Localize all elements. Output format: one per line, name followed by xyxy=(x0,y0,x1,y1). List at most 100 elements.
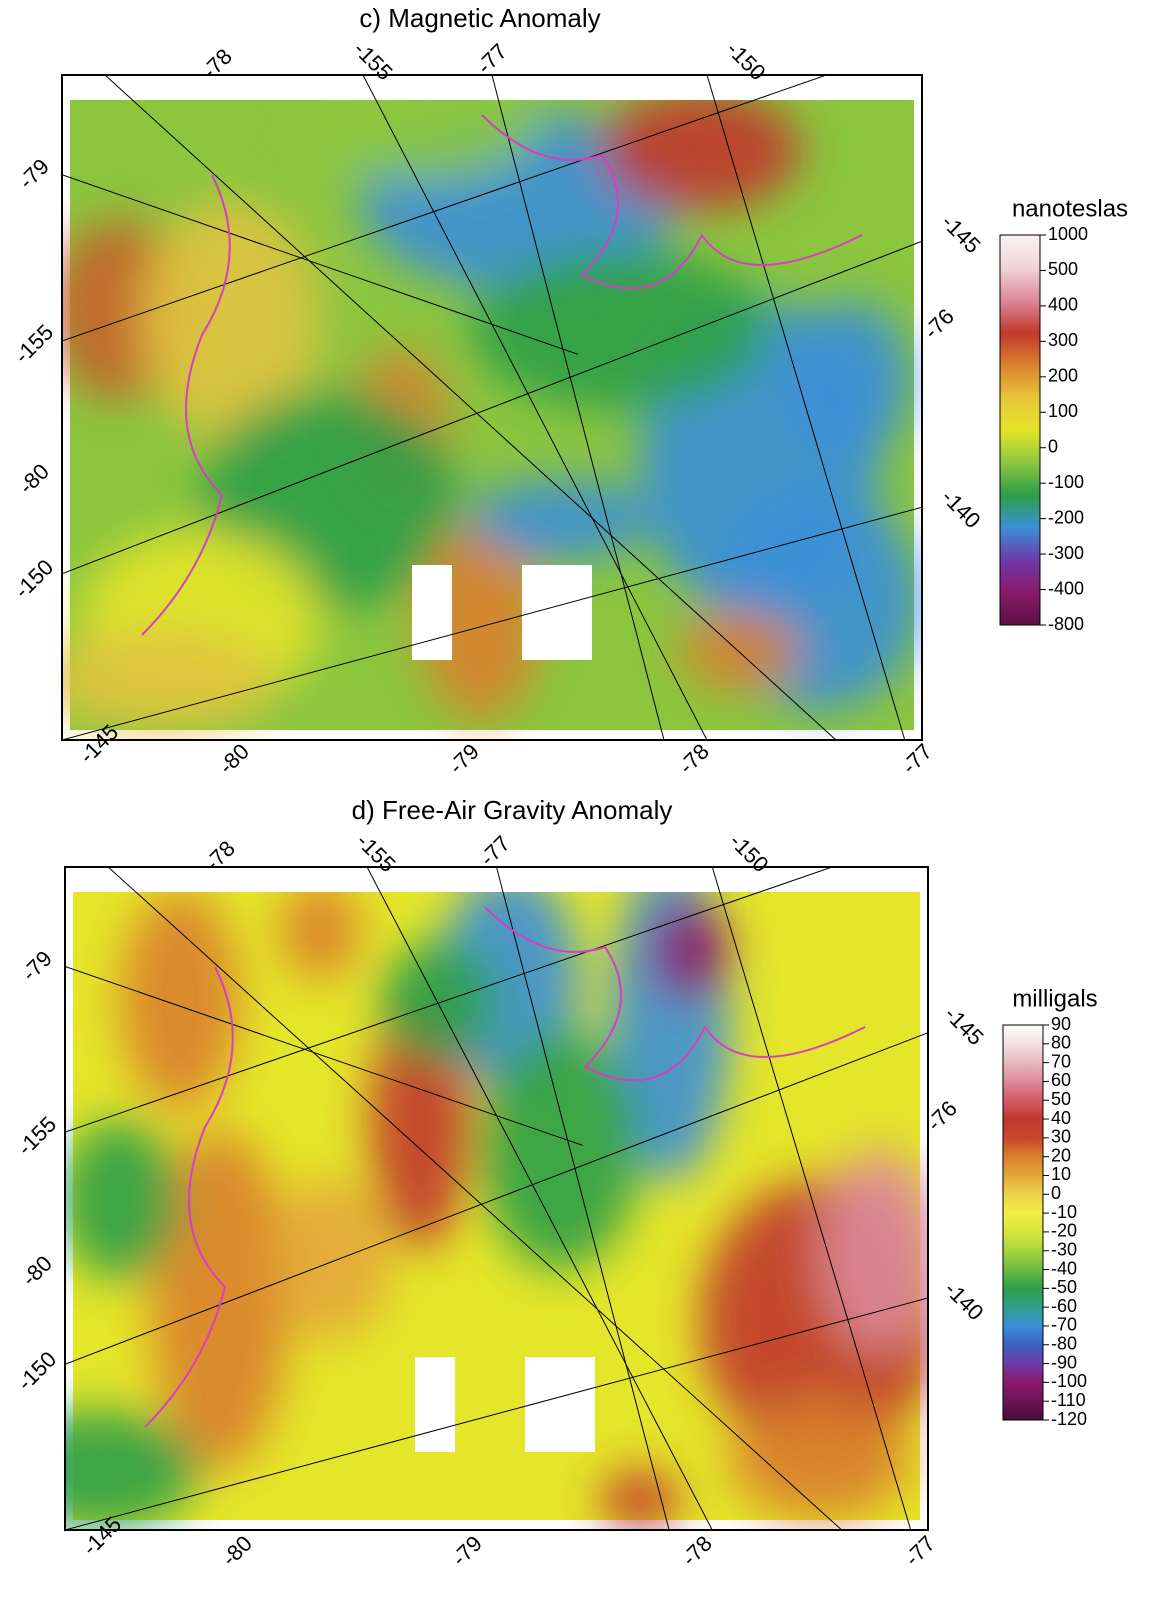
colorbar-tick-label: 40 xyxy=(1051,1108,1071,1128)
colorbar-tick-label: 30 xyxy=(1051,1127,1071,1147)
colorbar-tick-label: 0 xyxy=(1048,436,1058,456)
colorbar-tick-label: -80 xyxy=(1051,1334,1077,1354)
colorbar-tick-label: 1000 xyxy=(1048,224,1088,244)
map-image xyxy=(62,75,922,740)
colorbar-tick-label: -100 xyxy=(1048,472,1084,492)
anomaly-region xyxy=(150,1130,290,1470)
colorbar-tick-label: -200 xyxy=(1048,507,1084,527)
colorbar-tick-label: -300 xyxy=(1048,543,1084,563)
graticule-label: -77 xyxy=(897,739,937,779)
coastline xyxy=(144,906,866,1428)
graticule-label: -140 xyxy=(937,484,986,533)
anomaly-field xyxy=(62,75,920,730)
graticule-line xyxy=(62,506,922,740)
colorbar-label: nanoteslas xyxy=(1012,195,1128,222)
colorbar-tick-label: -10 xyxy=(1051,1202,1077,1222)
data-gap xyxy=(65,867,928,892)
graticule-label: -150 xyxy=(9,554,58,603)
map-frame xyxy=(61,74,923,741)
colorbar-tick-label: 60 xyxy=(1051,1070,1071,1090)
colorbar-tick-label: 0 xyxy=(1051,1183,1061,1203)
colorbar xyxy=(1002,1024,1044,1421)
colorbar-tick-label: 200 xyxy=(1048,366,1078,386)
graticule-line xyxy=(711,867,912,1530)
graticule-label: -145 xyxy=(937,209,986,258)
colorbar-tick-label: -50 xyxy=(1051,1277,1077,1297)
colorbar xyxy=(999,234,1041,626)
anomaly-region xyxy=(600,1470,680,1530)
graticule-label: -155 xyxy=(9,319,58,368)
colorbar-tick-label: 80 xyxy=(1051,1033,1071,1053)
graticule-label: -140 xyxy=(940,1276,989,1325)
colorbar-tick-label: -30 xyxy=(1051,1239,1077,1259)
colorbar-tick-label: -40 xyxy=(1051,1258,1077,1278)
graticule-label: -145 xyxy=(940,1001,989,1050)
anomaly-region xyxy=(480,1030,640,1270)
anomaly-region xyxy=(730,1400,910,1520)
graticule-line xyxy=(496,867,670,1530)
graticule-label: -78 xyxy=(674,739,714,779)
colorbar-tick-label: 90 xyxy=(1051,1014,1071,1034)
graticule-label: -77 xyxy=(900,1531,940,1571)
data-gap xyxy=(415,1357,455,1452)
graticule-line xyxy=(65,965,583,1146)
graticule-label: -78 xyxy=(677,1531,717,1571)
graticule-line xyxy=(62,75,828,342)
anomaly-region xyxy=(470,480,650,560)
graticule-label: -80 xyxy=(217,1531,257,1571)
colorbar-tick-label: -120 xyxy=(1051,1409,1087,1429)
colorbar-tick-label: 70 xyxy=(1051,1051,1071,1071)
graticule-line xyxy=(491,75,665,740)
anomaly-region xyxy=(470,250,770,410)
colorbar-tick-label: 500 xyxy=(1048,259,1078,279)
graticule-label: -79 xyxy=(14,154,54,194)
anomaly-region xyxy=(65,1120,180,1280)
colorbar-tick-label: -110 xyxy=(1051,1390,1086,1410)
panel-title: c) Magnetic Anomaly xyxy=(359,3,600,33)
map-panel: d) Free-Air Gravity Anomaly -78 -155 -77 -15… xyxy=(12,795,1097,1571)
map-frame xyxy=(64,866,929,1531)
colorbar-tick-label: 50 xyxy=(1051,1089,1071,1109)
graticule-label: -155 xyxy=(12,1111,61,1160)
graticule-label: -79 xyxy=(444,739,484,779)
colorbar-tick-label: -800 xyxy=(1048,614,1084,634)
graticule-label: -79 xyxy=(447,1531,487,1571)
anomaly-region xyxy=(140,200,320,440)
anomaly-region xyxy=(300,75,540,180)
colorbar-tick-label: -100 xyxy=(1051,1371,1087,1391)
colorbar-tick-label: 400 xyxy=(1048,295,1078,315)
anomaly-region xyxy=(65,1410,200,1530)
data-gap xyxy=(412,565,452,660)
graticule-line xyxy=(706,75,906,740)
graticule-label: -76 xyxy=(919,304,959,344)
colorbar-tick-label: 20 xyxy=(1051,1145,1071,1165)
data-gap xyxy=(525,1357,595,1452)
graticule-label: -80 xyxy=(17,1251,57,1291)
colorbar-tick-label: 10 xyxy=(1051,1164,1071,1184)
graticule-line xyxy=(62,240,922,575)
map-image xyxy=(65,867,928,1530)
graticule-line xyxy=(65,867,834,1133)
anomaly-region xyxy=(280,880,360,980)
graticule-line xyxy=(65,1297,928,1530)
graticule-label: -77 xyxy=(475,831,515,871)
colorbar-tick-label: -20 xyxy=(1051,1221,1077,1241)
graticule-line xyxy=(62,174,579,355)
map-panel: c) Magnetic Anomaly -78 -155 -77 -150 -79 -145… xyxy=(9,3,1128,779)
graticule-line xyxy=(366,867,713,1530)
graticule-label: -79 xyxy=(17,946,57,986)
graticule-line xyxy=(362,75,708,740)
colorbar-tick-label: -70 xyxy=(1051,1315,1077,1335)
anomaly-region xyxy=(820,1150,928,1350)
colorbar-label: milligals xyxy=(1012,985,1097,1012)
anomaly-region xyxy=(270,1180,390,1340)
anomaly-region xyxy=(380,940,500,1060)
graticule-label: -150 xyxy=(12,1346,61,1395)
anomaly-region xyxy=(600,90,800,210)
anomaly-region xyxy=(62,630,280,730)
colorbar-tick-label: -400 xyxy=(1048,578,1084,598)
colorbar-tick-label: -90 xyxy=(1051,1352,1077,1372)
panel-title: d) Free-Air Gravity Anomaly xyxy=(352,795,673,825)
graticule-line xyxy=(107,867,843,1530)
graticule-label: -80 xyxy=(14,459,54,499)
